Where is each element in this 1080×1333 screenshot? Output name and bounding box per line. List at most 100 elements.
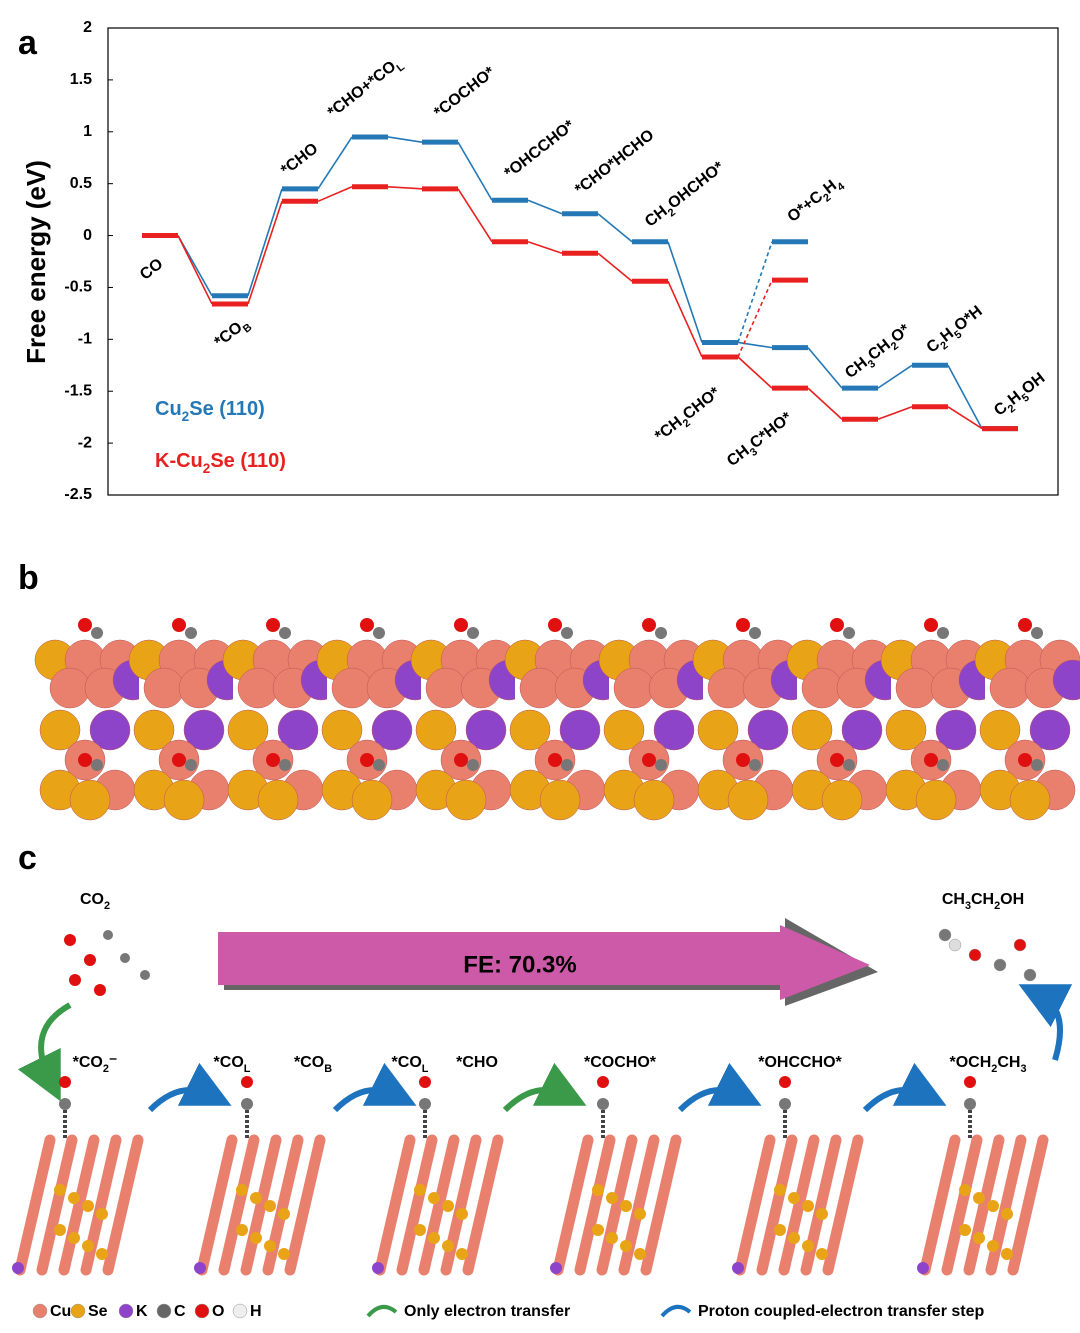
atom	[1031, 759, 1043, 771]
se-atom	[442, 1200, 454, 1212]
se-atom	[456, 1248, 468, 1260]
legend-label: O	[212, 1303, 224, 1320]
text-part: K-Cu	[155, 450, 203, 472]
connector	[457, 188, 493, 243]
text-part: *CO	[214, 1054, 244, 1071]
atom	[843, 627, 855, 639]
atom	[241, 1076, 253, 1088]
step-label: *COCHO*	[431, 63, 499, 121]
se-atom	[414, 1184, 426, 1196]
cu-rod	[734, 1134, 776, 1276]
atom	[185, 759, 197, 771]
atom	[467, 627, 479, 639]
y-tick-label: 1.5	[70, 71, 92, 88]
atom	[172, 753, 186, 767]
se-atom	[959, 1184, 971, 1196]
atom	[163, 779, 205, 821]
se-atom	[816, 1208, 828, 1220]
se-atom	[82, 1200, 94, 1212]
atom	[331, 667, 373, 709]
text-part: CH	[971, 891, 994, 908]
legend-atom	[156, 1303, 172, 1319]
atom	[938, 928, 952, 942]
se-atom	[68, 1192, 80, 1204]
product-label: CH3CH2OH	[942, 891, 1024, 912]
step-label: *CO2⁻	[73, 1054, 118, 1075]
se-atom	[96, 1248, 108, 1260]
atom	[91, 627, 103, 639]
text-part: *CHO*HCHO	[572, 127, 657, 199]
legend-atom	[118, 1303, 134, 1319]
text-part: *CHO	[456, 1054, 498, 1071]
text-part: CO	[80, 891, 104, 908]
step-label: CH3CH2O*	[842, 321, 916, 385]
atom	[84, 954, 96, 966]
subscript: 2	[103, 1063, 109, 1075]
atom	[633, 779, 675, 821]
se-atom	[96, 1208, 108, 1220]
atom	[653, 709, 695, 751]
atom	[445, 779, 487, 821]
pcet-arrow	[677, 1062, 762, 1113]
atom	[1023, 968, 1037, 982]
atom	[937, 627, 949, 639]
atom	[351, 779, 393, 821]
step-label: *COCHO*	[584, 1054, 657, 1071]
text-part: *COCHO*	[584, 1054, 657, 1071]
pcet-arrow	[147, 1062, 232, 1113]
atom	[266, 618, 280, 632]
text-part: *CH	[652, 414, 686, 445]
text-part: CH	[724, 443, 753, 471]
cu-rod	[374, 1134, 416, 1276]
connector	[667, 241, 703, 343]
text-part: *OHCCHO*	[758, 1054, 842, 1071]
atom	[360, 753, 374, 767]
se-atom	[456, 1208, 468, 1220]
legend-entry: K-Cu2Se (110)	[155, 450, 286, 476]
atom	[266, 753, 280, 767]
text-part: C*HO*	[747, 409, 796, 452]
step-label: *CHO	[456, 1054, 498, 1071]
atom	[655, 759, 667, 771]
se-atom	[250, 1192, 262, 1204]
se-atom	[802, 1200, 814, 1212]
connector	[527, 241, 563, 254]
k-atom	[732, 1262, 744, 1274]
mechanism: FE: 70.3% CO2 CH3CH2OH*CO2⁻ *COL *COB *COL *C…	[12, 891, 1073, 1320]
atom	[454, 753, 468, 767]
atom	[227, 709, 269, 751]
cu-rod	[640, 1134, 682, 1276]
se-atom	[54, 1224, 66, 1236]
se-atom	[802, 1240, 814, 1252]
atom	[989, 667, 1031, 709]
atom	[1018, 753, 1032, 767]
atom	[821, 779, 863, 821]
legend-label: Cu	[50, 1303, 71, 1320]
cu-rod	[596, 1134, 638, 1276]
cu-rod	[822, 1134, 864, 1276]
connector	[807, 347, 843, 389]
atom	[801, 667, 843, 709]
atom	[237, 667, 279, 709]
atom	[749, 627, 761, 639]
se-atom	[592, 1184, 604, 1196]
atom	[94, 984, 106, 996]
y-tick-label: -0.5	[64, 279, 92, 296]
step-label: *CHO	[278, 140, 321, 179]
legend-atom	[70, 1303, 86, 1319]
panel-letter: b	[18, 559, 39, 597]
y-tick-label: 1	[83, 123, 92, 140]
se-atom	[278, 1208, 290, 1220]
atom	[59, 1076, 71, 1088]
atom	[843, 759, 855, 771]
atom	[559, 709, 601, 751]
atom	[924, 618, 938, 632]
atom	[779, 1098, 791, 1110]
atom	[841, 709, 883, 751]
step-label: CH3C*HO*	[724, 409, 798, 473]
legend-entry: Cu2Se (110)	[155, 398, 265, 424]
subscript: 3	[1020, 1063, 1026, 1075]
atom	[360, 618, 374, 632]
atom	[467, 759, 479, 771]
y-tick-label: -2.5	[64, 486, 92, 503]
